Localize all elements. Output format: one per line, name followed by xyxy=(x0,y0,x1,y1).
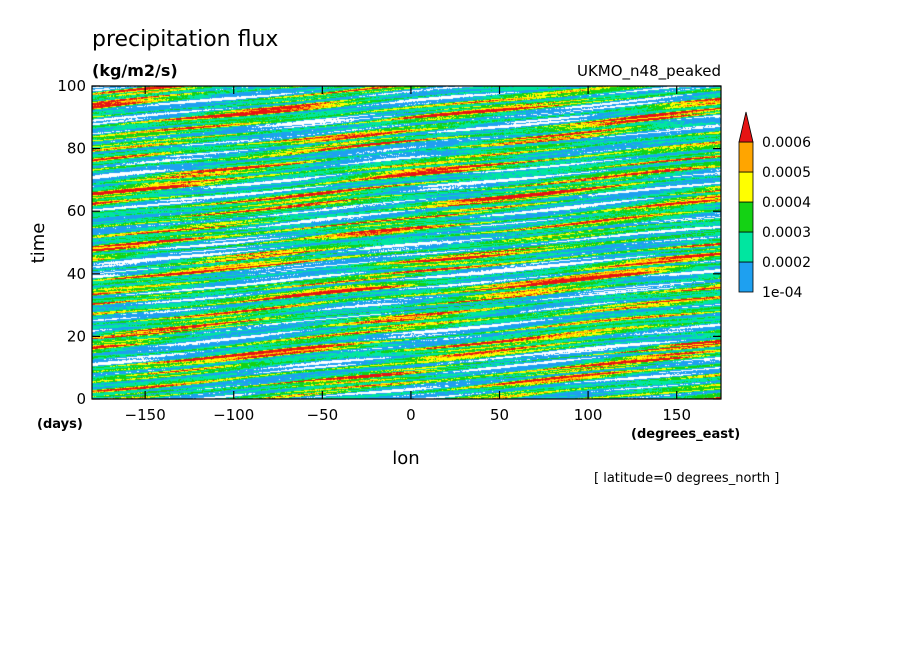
colorbar-band xyxy=(738,141,754,173)
y-axis-label: time xyxy=(28,223,49,264)
y-tick-label: 0 xyxy=(76,390,86,408)
x-tick-label: 100 xyxy=(574,406,603,424)
chart-title: precipitation flux xyxy=(92,27,278,52)
y-tick-label: 100 xyxy=(57,77,86,95)
x-tick-label: 150 xyxy=(662,406,691,424)
colorbar-label: 0.0002 xyxy=(762,255,811,271)
heatmap-image xyxy=(92,86,721,399)
y-axis-ticks: 0 20 40 60 80 100 xyxy=(57,77,721,408)
x-axis-label: lon xyxy=(392,448,419,469)
y-tick-label: 60 xyxy=(67,202,86,220)
colorbar-label: 0.0005 xyxy=(762,165,811,181)
y-tick-label: 40 xyxy=(67,265,86,283)
x-tick-label: 50 xyxy=(490,406,509,424)
heatmap-field xyxy=(92,86,721,399)
y-tick-label: 20 xyxy=(67,327,86,345)
x-tick-label: −100 xyxy=(213,406,254,424)
colorbar-band xyxy=(738,171,754,203)
colorbar-band xyxy=(738,201,754,233)
colorbar-band xyxy=(738,231,754,263)
colorbar-label: 1e-04 xyxy=(762,285,802,301)
y-units-label: (days) xyxy=(37,417,83,432)
latitude-footnote: [ latitude=0 degrees_north ] xyxy=(594,471,779,486)
y-tick-label: 80 xyxy=(67,140,86,158)
colorbar-label: 0.0006 xyxy=(762,135,811,151)
colorbar: 1e-04 0.0002 0.0003 0.0004 0.0005 0.0006 xyxy=(738,111,811,301)
x-tick-label: −50 xyxy=(307,406,339,424)
units-label: (kg/m2/s) xyxy=(92,61,178,80)
colorbar-over-arrow xyxy=(738,111,754,143)
colorbar-label: 0.0004 xyxy=(762,195,811,211)
model-label: UKMO_n48_peaked xyxy=(577,62,721,81)
x-tick-label: −150 xyxy=(125,406,166,424)
x-units-label: (degrees_east) xyxy=(631,427,740,442)
plot-frame xyxy=(91,85,722,400)
colorbar-band xyxy=(738,261,754,293)
x-tick-label: 0 xyxy=(406,406,416,424)
x-axis-ticks: −150 −100 −50 0 50 100 150 xyxy=(125,86,691,424)
colorbar-label: 0.0003 xyxy=(762,225,811,241)
